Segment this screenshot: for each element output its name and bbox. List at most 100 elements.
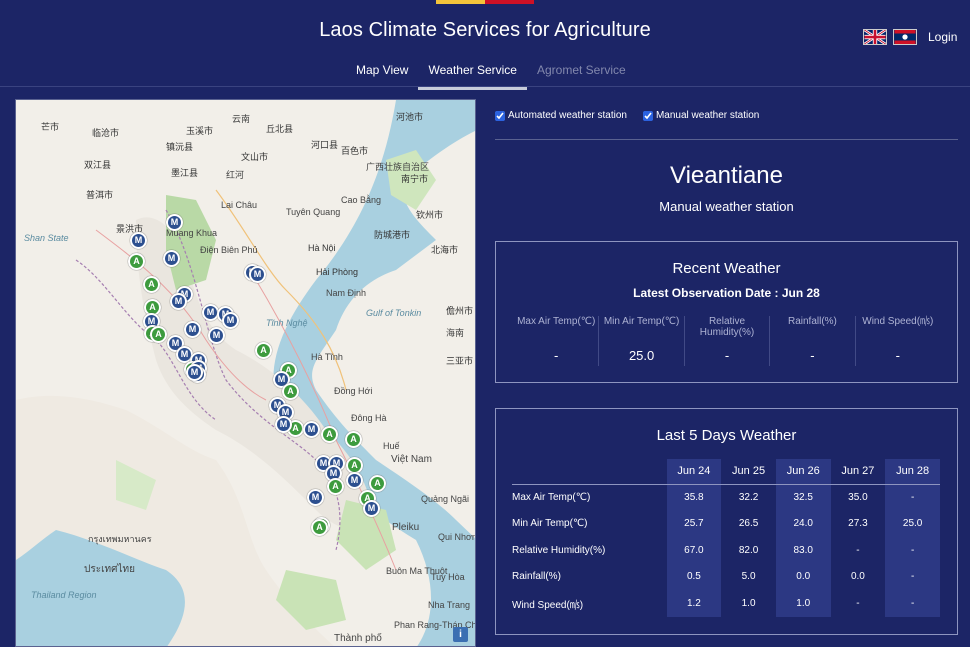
tab-agromet-service[interactable]: Agromet Service [536,63,626,77]
map-label: 双江县 [84,160,112,170]
manual-checkbox[interactable] [642,110,653,121]
map-label: 墨江县 [171,168,199,178]
map-label: 海南 [446,328,465,338]
automated-station-marker[interactable]: A [321,426,338,443]
automated-station-marker[interactable]: A [150,326,167,343]
table-cell: - [856,544,860,556]
manual-station-marker[interactable]: M [249,266,266,283]
manual-station-marker[interactable]: M [363,500,380,517]
map-label: Cao Bằng [341,195,382,205]
recent-col-value: - [554,348,559,363]
map-label: Muang Khua [166,228,218,238]
day-header: Jun 24 [666,459,722,485]
map-label: 芒市 [41,122,60,132]
automated-station-marker[interactable]: A [311,519,328,536]
map-label: 文山市 [241,152,269,162]
automated-station-marker[interactable]: A [128,253,145,270]
day-header: Jun 28 [885,459,940,485]
map-label: 镇沅县 [166,142,194,152]
station-map[interactable]: 芒市 临沧市 镇沅县 玉溪市 云南 丘北县 河口县 河池市 双江县 墨江县 红河… [15,99,476,647]
table-cell: - [885,563,940,590]
table-cell: 1.2 [666,590,722,617]
table-cell: 25.7 [666,510,722,537]
recent-col-label: Rainfall(%) [787,316,837,327]
tab-map-view[interactable]: Map View [356,63,409,77]
recent-col-value: - [724,348,730,363]
manual-station-marker[interactable]: M [170,293,187,310]
manual-station-marker[interactable]: M [346,472,363,489]
table-cell: 24.0 [775,510,831,537]
manual-station-marker[interactable]: M [163,250,180,267]
table-row: Rainfall(%) 0.5 5.0 0.0 0.0 - [512,563,940,590]
recent-col-label: Min Air Temp(℃) [603,316,680,327]
row-label: Rainfall(%) [512,571,561,583]
automated-station-marker[interactable]: A [369,475,386,492]
table-cell: 83.0 [775,537,831,564]
login-link[interactable]: Login [928,30,958,44]
table-cell: 32.2 [738,492,759,503]
manual-station-marker[interactable]: M [208,327,225,344]
map-label: 丘北县 [266,124,294,134]
map-label: Hải Phòng [316,267,359,277]
map-label: 红河 [226,170,245,180]
automated-station-marker[interactable]: A [345,431,362,448]
manual-station-marker[interactable]: M [303,421,320,438]
automated-station-marker[interactable]: A [282,383,299,400]
manual-station-marker[interactable]: M [307,489,324,506]
main-tabs: Map View Weather Service Agromet Service [346,63,636,90]
day-header: Jun 26 [775,459,831,485]
map-label: Quảng Ngãi [421,494,470,504]
table-cell: 1.0 [741,597,756,609]
map-basemap[interactable] [16,100,476,647]
table-row: Relative Humidity(%) 67.0 82.0 83.0 - - [512,537,940,564]
table-cell: 27.3 [848,518,868,530]
recent-col-humidity: Relative Humidity(%) - [685,316,771,366]
table-row: Max Air Temp(℃) 35.8 32.2 32.5 35.0 - [512,484,940,511]
table-cell: 1.0 [775,590,831,617]
manual-filter[interactable]: Manual weather station [642,110,760,121]
station-type-filters: Automated weather station Manual weather… [495,110,759,121]
map-info-button[interactable]: i [453,627,468,642]
manual-station-marker[interactable]: M [186,364,203,381]
station-type: Manual weather station [659,199,794,214]
map-label: 云南 [232,114,251,124]
recent-col-value: 25.0 [628,348,655,363]
map-label: Pleiku [392,522,420,533]
manual-station-marker[interactable]: M [222,312,239,329]
manual-filter-label: Manual weather station [655,110,760,121]
map-label: Hà Nội [308,243,336,253]
station-name: Vieantiane [670,162,783,189]
map-label: 临沧市 [92,128,120,138]
filters-divider [495,139,958,140]
table-cell: 0.5 [666,563,722,590]
manual-station-marker[interactable]: M [275,416,292,433]
map-label: Đồng Hới [334,386,373,396]
map-label: 防城港市 [374,230,411,240]
manual-station-marker[interactable]: M [184,321,201,338]
map-label: 北海市 [431,245,459,255]
map-label: Qui Nhơn [438,532,476,542]
table-cell: 35.0 [848,492,868,503]
automated-station-marker[interactable]: A [255,342,272,359]
manual-station-marker[interactable]: M [130,232,147,249]
english-flag-icon[interactable] [863,29,887,45]
map-label: 儋州市 [446,306,474,316]
map-label: Huế [383,441,400,451]
automated-station-marker[interactable]: A [327,478,344,495]
table-cell: 26.5 [738,518,759,530]
map-label: Buôn Ma Thuột [386,566,448,576]
map-label: Lai Châu [221,200,258,210]
automated-filter[interactable]: Automated weather station [495,110,627,121]
map-label: ประเทศไทย [84,564,135,575]
day-header: Jun 27 [830,459,886,485]
automated-station-marker[interactable]: A [346,457,363,474]
lao-flag-icon[interactable] [893,29,917,45]
automated-checkbox[interactable] [495,110,505,121]
automated-station-marker[interactable]: A [143,276,160,293]
manual-station-marker[interactable]: M [166,214,183,231]
row-label: Min Air Temp(℃) [512,518,588,530]
recent-col-label: Relative Humidity(%) [699,316,755,338]
map-label: Gulf of Tonkin [366,308,422,318]
tab-weather-service[interactable]: Weather Service [418,63,527,90]
table-cell: - [885,484,940,511]
